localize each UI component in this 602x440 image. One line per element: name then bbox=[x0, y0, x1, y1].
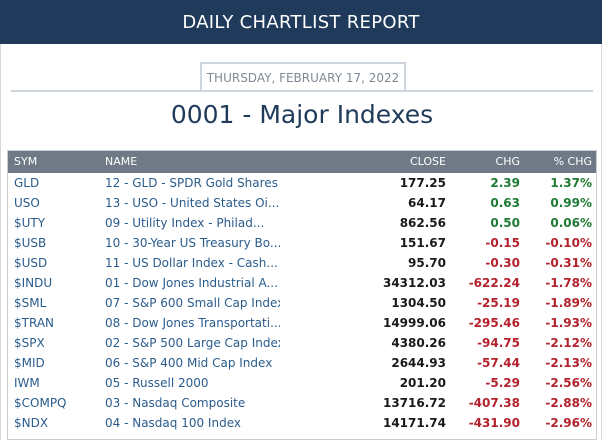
row-name[interactable]: 03 - Nasdaq Composite bbox=[105, 396, 246, 410]
column-header-chg[interactable]: CHG bbox=[495, 155, 520, 168]
table-body: GLD 12 - GLD - SPDR Gold Shares 177.25 2.39… bbox=[8, 173, 596, 433]
row-change: -295.46 bbox=[468, 316, 520, 330]
table-row[interactable]: USO 13 - USO - United States Oi... 64.17 0.… bbox=[8, 193, 596, 213]
row-name[interactable]: 01 - Dow Jones Industrial A... bbox=[105, 276, 278, 290]
row-change: -407.38 bbox=[468, 396, 520, 410]
row-change: -57.44 bbox=[477, 356, 520, 370]
row-symbol[interactable]: GLD bbox=[14, 176, 40, 190]
row-name[interactable]: 11 - US Dollar Index - Cash... bbox=[105, 256, 278, 270]
row-percent-change: -0.10% bbox=[545, 236, 592, 250]
row-close: 13716.72 bbox=[382, 396, 446, 410]
report-header: DAILY CHARTLIST REPORT bbox=[0, 0, 602, 44]
row-close: 862.56 bbox=[399, 216, 446, 230]
row-percent-change: 1.37% bbox=[550, 176, 592, 190]
row-change: -94.75 bbox=[477, 336, 520, 350]
row-symbol[interactable]: $UTY bbox=[14, 216, 46, 230]
row-close: 177.25 bbox=[399, 176, 446, 190]
row-name[interactable]: 09 - Utility Index - Philad... bbox=[105, 216, 265, 230]
row-symbol[interactable]: $SPX bbox=[14, 336, 45, 350]
table-row[interactable]: $UTY 09 - Utility Index - Philad... 862.56… bbox=[8, 213, 596, 233]
row-change: 0.50 bbox=[490, 216, 520, 230]
table-row[interactable]: $SPX 02 - S&P 500 Large Cap Index 4380.26 -… bbox=[8, 333, 596, 353]
table-row[interactable]: $INDU 01 - Dow Jones Industrial A... 34312… bbox=[8, 273, 596, 293]
row-symbol[interactable]: $COMPQ bbox=[14, 396, 67, 410]
table-row[interactable]: $SML 07 - S&P 600 Small Cap Index 1304.50 -… bbox=[8, 293, 596, 313]
table-row[interactable]: GLD 12 - GLD - SPDR Gold Shares 177.25 2.39… bbox=[8, 173, 596, 193]
table-row[interactable]: IWM 05 - Russell 2000 201.20 -5.29 -2.56% bbox=[8, 373, 596, 393]
row-name[interactable]: 06 - S&P 400 Mid Cap Index bbox=[105, 356, 273, 370]
row-percent-change: -1.89% bbox=[545, 296, 592, 310]
row-change: 0.63 bbox=[490, 196, 520, 210]
row-symbol[interactable]: $USD bbox=[14, 256, 48, 270]
row-close: 34312.03 bbox=[382, 276, 446, 290]
row-symbol[interactable]: IWM bbox=[14, 376, 40, 390]
report-header-title: DAILY CHARTLIST REPORT bbox=[182, 11, 420, 33]
column-header-close[interactable]: CLOSE bbox=[409, 155, 446, 168]
table-row[interactable]: $COMPQ 03 - Nasdaq Composite 13716.72 -407.… bbox=[8, 393, 596, 413]
date-divider bbox=[11, 90, 593, 92]
row-name[interactable]: 12 - GLD - SPDR Gold Shares bbox=[105, 176, 278, 190]
row-close: 14999.06 bbox=[382, 316, 446, 330]
table-row[interactable]: $TRAN 08 - Dow Jones Transportati... 14999… bbox=[8, 313, 596, 333]
row-close: 1304.50 bbox=[391, 296, 446, 310]
row-percent-change: 0.06% bbox=[550, 216, 592, 230]
row-percent-change: -2.96% bbox=[545, 416, 592, 430]
chartlist-title: 0001 - Major Indexes bbox=[170, 100, 434, 129]
row-symbol[interactable]: $SML bbox=[14, 296, 47, 310]
table-row[interactable]: $USD 11 - US Dollar Index - Cash... 95.70 -… bbox=[8, 253, 596, 273]
row-name[interactable]: 04 - Nasdaq 100 Index bbox=[105, 416, 241, 430]
row-percent-change: -1.78% bbox=[545, 276, 592, 290]
row-symbol[interactable]: $MID bbox=[14, 356, 45, 370]
row-symbol[interactable]: $USB bbox=[14, 236, 47, 250]
row-change: -0.30 bbox=[485, 256, 520, 270]
row-percent-change: -2.12% bbox=[545, 336, 592, 350]
row-percent-change: 0.99% bbox=[550, 196, 592, 210]
row-close: 201.20 bbox=[399, 376, 446, 390]
report-frame: THURSDAY, FEBRUARY 17, 2022 0001 - Major… bbox=[0, 44, 602, 440]
row-name[interactable]: 13 - USO - United States Oi... bbox=[105, 196, 280, 210]
row-percent-change: -2.56% bbox=[545, 376, 592, 390]
row-close: 4380.26 bbox=[391, 336, 446, 350]
row-percent-change: -2.88% bbox=[545, 396, 592, 410]
column-header-name[interactable]: NAME bbox=[105, 155, 138, 168]
row-percent-change: -1.93% bbox=[545, 316, 592, 330]
row-change: -622.24 bbox=[468, 276, 520, 290]
row-symbol[interactable]: USO bbox=[14, 196, 40, 210]
report-date: THURSDAY, FEBRUARY 17, 2022 bbox=[200, 62, 406, 91]
row-close: 64.17 bbox=[408, 196, 446, 210]
table-row[interactable]: $MID 06 - S&P 400 Mid Cap Index 2644.93 -57… bbox=[8, 353, 596, 373]
row-percent-change: -0.31% bbox=[545, 256, 592, 270]
row-name[interactable]: 07 - S&P 600 Small Cap Index bbox=[105, 296, 280, 310]
row-symbol[interactable]: $NDX bbox=[14, 416, 49, 430]
table-row[interactable]: $NDX 04 - Nasdaq 100 Index 14171.74 -431.90… bbox=[8, 413, 596, 433]
row-symbol[interactable]: $TRAN bbox=[14, 316, 55, 330]
row-symbol[interactable]: $INDU bbox=[14, 276, 53, 290]
table-row[interactable]: $USB 10 - 30-Year US Treasury Bo... 151.67… bbox=[8, 233, 596, 253]
row-close: 2644.93 bbox=[391, 356, 446, 370]
indexes-table: SYM NAME CLOSE CHG % CHG GLD 12 - GLD - S… bbox=[7, 150, 597, 440]
row-name[interactable]: 10 - 30-Year US Treasury Bo... bbox=[105, 236, 280, 250]
row-name[interactable]: 08 - Dow Jones Transportati... bbox=[105, 316, 280, 330]
table-header: SYM NAME CLOSE CHG % CHG bbox=[8, 151, 596, 173]
row-close: 14171.74 bbox=[382, 416, 446, 430]
row-close: 95.70 bbox=[408, 256, 446, 270]
row-change: 2.39 bbox=[490, 176, 520, 190]
row-change: -431.90 bbox=[468, 416, 520, 430]
row-percent-change: -2.13% bbox=[545, 356, 592, 370]
row-change: -25.19 bbox=[477, 296, 520, 310]
row-change: -0.15 bbox=[485, 236, 520, 250]
column-header-sym[interactable]: SYM bbox=[14, 155, 38, 168]
row-name[interactable]: 05 - Russell 2000 bbox=[105, 376, 209, 390]
column-header-pct-chg[interactable]: % CHG bbox=[553, 155, 592, 168]
row-change: -5.29 bbox=[485, 376, 520, 390]
row-name[interactable]: 02 - S&P 500 Large Cap Index bbox=[105, 336, 280, 350]
row-close: 151.67 bbox=[399, 236, 446, 250]
